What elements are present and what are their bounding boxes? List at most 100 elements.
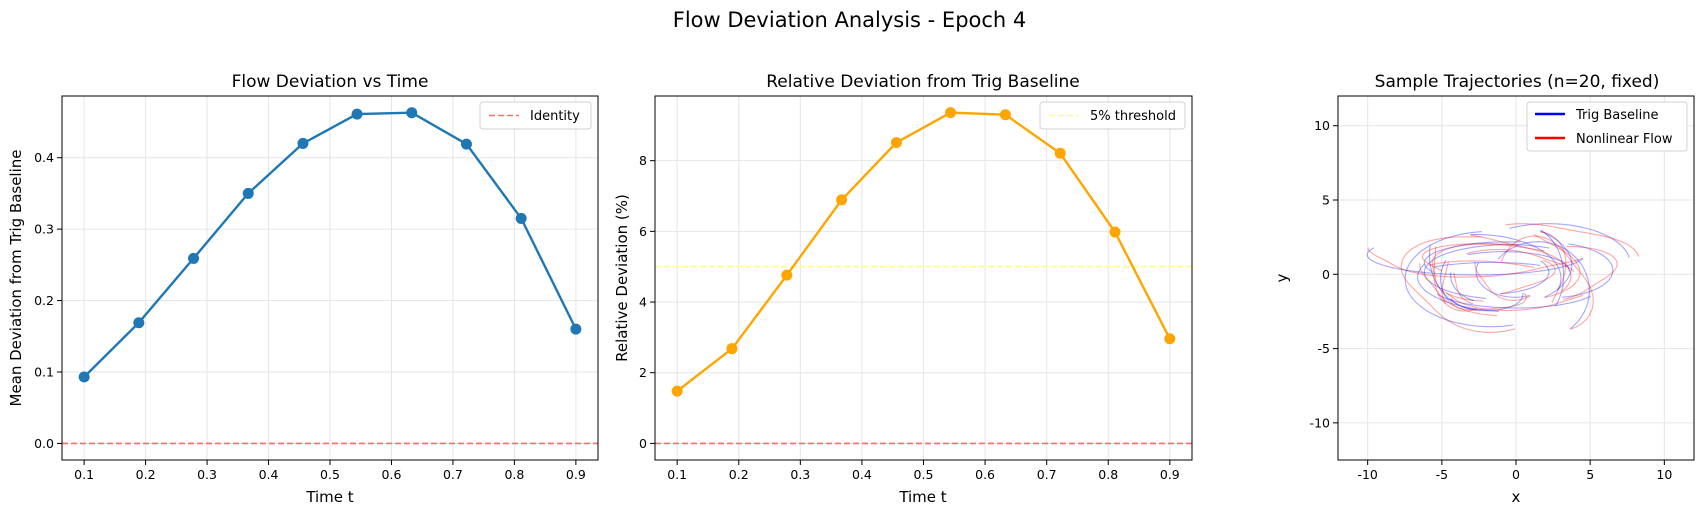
legend-label-nonlinear-flow: Nonlinear Flow xyxy=(1576,132,1673,147)
data-point xyxy=(671,385,683,397)
trajectory-nonlinear-flow xyxy=(1466,248,1575,273)
x-tick-label: 0.6 xyxy=(382,467,402,482)
data-point xyxy=(570,323,582,335)
figure-suptitle: Flow Deviation Analysis - Epoch 4 xyxy=(673,8,1027,32)
trajectory-trig-baseline xyxy=(1540,229,1565,307)
trajectory-trig-baseline xyxy=(1433,261,1541,268)
x-tick-label: 0 xyxy=(1512,467,1520,482)
data-point xyxy=(78,371,90,383)
x-tick-label: 0.7 xyxy=(443,467,463,482)
x-tick-label: 10 xyxy=(1656,467,1672,482)
y-tick-label: 0.3 xyxy=(34,222,54,237)
trajectory-trig-baseline xyxy=(1423,244,1550,299)
trajectory-trig-baseline xyxy=(1509,223,1630,258)
y-ticks: 0 2 4 6 8 xyxy=(639,153,655,451)
trajectory-nonlinear-flow xyxy=(1431,243,1545,302)
trajectory-nonlinear-flow xyxy=(1419,263,1498,317)
trajectory-nonlinear-flow xyxy=(1505,223,1640,257)
trajectory-nonlinear-flow xyxy=(1453,272,1474,305)
x-tick-label: 0.4 xyxy=(259,467,279,482)
chart-title: Flow Deviation vs Time xyxy=(232,72,429,92)
y-tick-label: 0 xyxy=(639,436,647,451)
x-tick-label: 0.7 xyxy=(1037,467,1057,482)
trajectory-trig-baseline xyxy=(1467,251,1570,272)
plot-area xyxy=(655,107,1192,445)
data-point xyxy=(460,138,472,150)
x-tick-label: 0.8 xyxy=(504,467,524,482)
legend: Trig Baseline Nonlinear Flow xyxy=(1526,101,1688,152)
data-point xyxy=(1164,333,1176,345)
y-ticks: 0.0 0.1 0.2 0.3 0.4 xyxy=(34,150,62,451)
trajectory-trig-baseline xyxy=(1450,272,1475,302)
legend-box xyxy=(1526,101,1688,152)
x-tick-label: 0.5 xyxy=(320,467,340,482)
x-tick-label: 0.2 xyxy=(729,467,749,482)
x-ticks: -10 -5 0 5 10 xyxy=(1357,460,1672,482)
y-tick-label: 6 xyxy=(639,224,647,239)
trajectory-nonlinear-flow xyxy=(1470,234,1572,292)
x-ticks: 0.1 0.2 0.3 0.4 0.5 0.6 0.7 0.8 0.9 xyxy=(74,460,586,482)
chart-relative-deviation: Relative Deviation from Trig Baseline 0.… xyxy=(613,72,1193,506)
chart-sample-trajectories: Sample Trajectories (n=20, fixed) -10 -5 0… xyxy=(1273,72,1695,506)
trajectory-nonlinear-flow xyxy=(1367,247,1583,278)
trajectory-nonlinear-flow xyxy=(1562,245,1618,301)
y-axis-label: y xyxy=(1273,273,1291,282)
data-point xyxy=(242,187,254,199)
data-point xyxy=(351,108,363,120)
trajectory-nonlinear-flow xyxy=(1400,236,1516,333)
data-point xyxy=(515,212,527,224)
trajectory-nonlinear-flow xyxy=(1500,259,1556,295)
chart-title: Sample Trajectories (n=20, fixed) xyxy=(1375,72,1660,92)
trajectory-nonlinear-flow xyxy=(1433,246,1478,312)
grid xyxy=(655,96,1192,460)
x-tick-label: 0.2 xyxy=(136,467,156,482)
data-point xyxy=(1109,226,1121,238)
x-tick-label: 0.1 xyxy=(74,467,94,482)
legend-label-threshold: 5% threshold xyxy=(1090,109,1176,124)
trajectory-trig-baseline xyxy=(1428,245,1477,311)
chart-title: Relative Deviation from Trig Baseline xyxy=(766,72,1080,92)
trajectory-nonlinear-flow xyxy=(1450,292,1527,311)
series-line xyxy=(83,111,577,378)
data-point xyxy=(999,109,1011,121)
trajectory-trig-baseline xyxy=(1500,260,1550,295)
y-tick-label: 4 xyxy=(639,295,647,310)
trajectory-nonlinear-flow xyxy=(1421,243,1520,272)
x-tick-label: -10 xyxy=(1357,467,1377,482)
y-tick-label: 0.2 xyxy=(34,293,54,308)
y-tick-label: -5 xyxy=(1318,341,1330,356)
trajectory-trig-baseline xyxy=(1437,293,1591,309)
x-axis-label: Time t xyxy=(898,488,946,506)
trajectory-nonlinear-flow xyxy=(1500,235,1594,330)
data-point xyxy=(1054,147,1066,159)
series-line xyxy=(676,111,1171,393)
data-point xyxy=(890,137,902,149)
trajectory-trig-baseline xyxy=(1440,259,1450,302)
y-tick-label: 8 xyxy=(639,153,647,168)
data-point xyxy=(726,343,738,355)
data-point xyxy=(836,194,848,206)
grid xyxy=(62,96,598,460)
data-point xyxy=(297,137,309,149)
legend-box xyxy=(479,101,592,130)
data-point xyxy=(133,317,145,329)
y-axis-label: Relative Deviation (%) xyxy=(613,194,631,362)
data-point xyxy=(945,107,957,119)
trajectory-nonlinear-flow xyxy=(1533,234,1581,299)
x-tick-label: 0.6 xyxy=(975,467,995,482)
trajectory-trig-baseline xyxy=(1470,233,1562,291)
data-point xyxy=(188,252,200,264)
trajectory-trig-baseline xyxy=(1539,230,1573,298)
legend: 5% threshold xyxy=(1039,101,1186,130)
data-point xyxy=(406,107,418,119)
trajectory-nonlinear-flow xyxy=(1474,261,1531,301)
y-tick-label: 2 xyxy=(639,365,647,380)
x-tick-label: 0.4 xyxy=(852,467,872,482)
plot-area xyxy=(1366,223,1640,333)
x-ticks: 0.1 0.2 0.3 0.4 0.5 0.6 0.7 0.8 0.9 xyxy=(667,460,1180,482)
y-tick-label: 0.1 xyxy=(34,365,54,380)
chart-flow-deviation: Flow Deviation vs Time 0.1 0.2 0.3 0.4 0.5 0.… xyxy=(7,72,599,506)
y-tick-label: 0.4 xyxy=(34,150,54,165)
x-tick-label: 0.9 xyxy=(566,467,586,482)
